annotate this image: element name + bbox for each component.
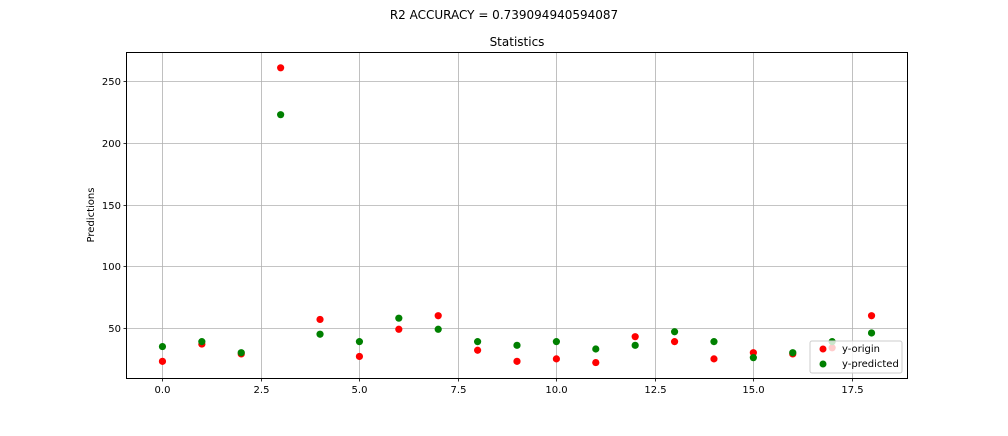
point-y-predicted xyxy=(631,341,639,349)
point-y-predicted xyxy=(552,338,560,346)
point-y-predicted xyxy=(474,338,482,346)
x-tick-label: 7.5 xyxy=(451,385,467,396)
y-tick-label: 200 xyxy=(102,139,121,150)
point-y-origin xyxy=(710,355,718,363)
point-y-predicted xyxy=(237,349,245,357)
point-y-origin xyxy=(474,346,482,354)
y-axis-label: Predictions xyxy=(86,188,97,243)
point-y-origin xyxy=(592,358,600,367)
point-y-predicted xyxy=(158,342,167,351)
point-y-origin xyxy=(513,357,521,365)
y-tick-label: 50 xyxy=(108,324,121,335)
legend-marker-y-predicted xyxy=(819,360,827,368)
point-y-origin xyxy=(749,349,757,357)
point-y-origin xyxy=(670,338,679,346)
legend-marker-y-origin xyxy=(819,345,827,353)
point-y-origin xyxy=(158,357,167,365)
point-y-origin xyxy=(552,355,560,363)
point-y-predicted xyxy=(513,341,521,349)
legend: y-origin y-predicted xyxy=(809,340,903,374)
x-tick-label: 12.5 xyxy=(644,385,666,396)
point-y-origin xyxy=(867,312,876,320)
chart-title: Statistics xyxy=(490,35,545,49)
point-y-origin xyxy=(631,333,639,341)
point-y-predicted xyxy=(198,338,206,346)
point-y-predicted xyxy=(789,349,797,357)
point-y-predicted xyxy=(355,338,364,346)
point-y-predicted xyxy=(434,325,442,333)
point-y-origin xyxy=(434,312,442,320)
x-tick-label: 17.5 xyxy=(841,385,863,396)
x-tick-label: 5.0 xyxy=(352,385,368,396)
y-tick-label: 250 xyxy=(102,77,121,88)
point-y-predicted xyxy=(749,354,757,362)
point-y-origin xyxy=(316,315,324,324)
point-y-predicted xyxy=(592,345,600,353)
grid xyxy=(127,53,907,378)
legend-box xyxy=(809,340,903,374)
y-tick-label: 100 xyxy=(102,262,121,273)
plot-frame xyxy=(126,52,908,379)
point-y-predicted xyxy=(867,329,876,337)
point-y-origin xyxy=(355,352,364,361)
x-tick-label: 15.0 xyxy=(742,385,764,396)
legend-label-y-origin: y-origin xyxy=(842,344,880,355)
point-y-origin xyxy=(395,325,403,333)
point-y-predicted xyxy=(277,111,285,119)
point-y-origin xyxy=(277,64,285,72)
point-y-predicted xyxy=(316,330,324,338)
point-y-predicted xyxy=(395,314,403,322)
x-tick-label: 0.0 xyxy=(155,385,171,396)
point-y-predicted xyxy=(710,338,718,346)
figure-suptitle: R2 ACCURACY = 0.739094940594087 xyxy=(390,8,618,22)
point-y-predicted xyxy=(670,328,679,336)
x-tick-label: 10.0 xyxy=(545,385,567,396)
y-tick-label: 150 xyxy=(102,201,121,212)
legend-label-y-predicted: y-predicted xyxy=(842,359,899,370)
x-tick-label: 2.5 xyxy=(254,385,270,396)
